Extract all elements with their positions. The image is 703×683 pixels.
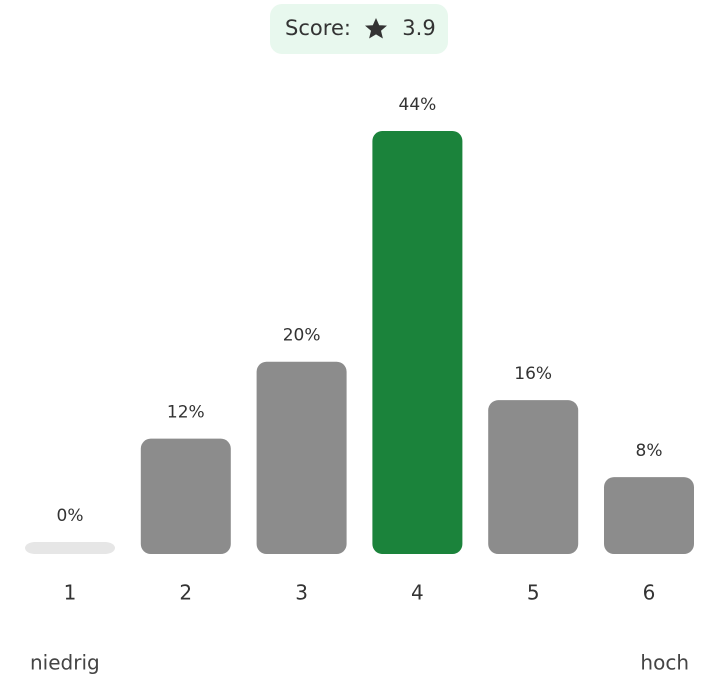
score-label: Score:: [285, 16, 351, 40]
score-badge: [270, 4, 448, 54]
bar: [372, 131, 463, 554]
value-label: 8%: [636, 441, 663, 461]
category-label: 6: [643, 581, 656, 605]
category-label: 3: [295, 581, 308, 605]
value-label: 44%: [399, 95, 437, 115]
high-label: hoch: [640, 651, 689, 675]
star-icon: [365, 18, 387, 39]
value-label: 16%: [514, 364, 552, 384]
bar: [488, 400, 579, 554]
category-label: 2: [179, 581, 192, 605]
score-value: 3.9: [402, 16, 435, 40]
bar: [256, 361, 347, 554]
category-label: 4: [411, 581, 424, 605]
value-label: 20%: [283, 326, 321, 346]
category-label: 1: [64, 581, 77, 605]
value-label: 12%: [167, 403, 205, 423]
category-label: 5: [527, 581, 540, 605]
value-label: 0%: [57, 506, 84, 526]
bar: [25, 542, 115, 554]
bar: [140, 438, 231, 554]
low-label: niedrig: [30, 651, 100, 675]
bar: [604, 477, 694, 554]
